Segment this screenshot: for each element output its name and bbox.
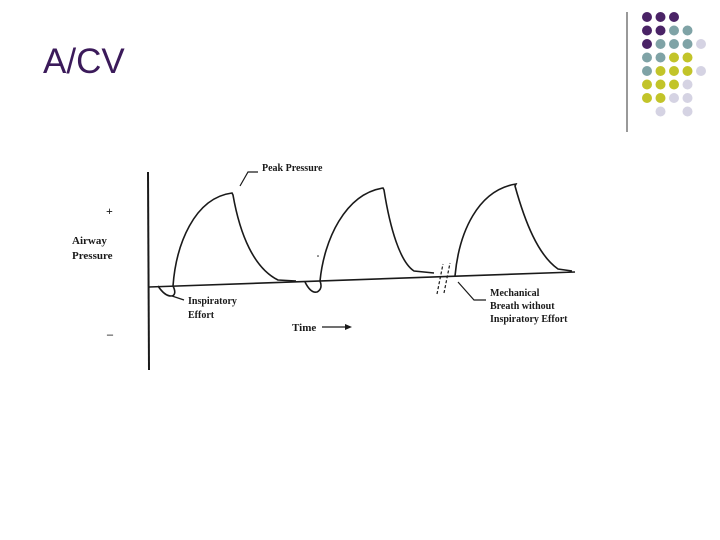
inspiratory-effort-label-line2: Effort [188,310,215,321]
break-mark-2 [443,262,451,294]
decorative-dot-olive [642,79,652,90]
decorative-dot-teal [669,25,679,36]
breath-waveform-2 [304,187,435,293]
decorative-dot-lavender [682,79,693,90]
peak-pressure-leader [239,171,258,187]
decorative-dots [642,12,706,117]
time-axis-label: Time [292,322,316,334]
decorative-dot-teal [682,25,693,36]
decorative-dot-teal [655,39,666,49]
mechanical-breath-label-line3: Inspiratory Effort [490,314,568,325]
decorative-dot-purple [642,39,652,49]
decorative-dot-lavender [669,93,679,103]
inspiratory-effort-label-line1: Inspiratory [188,296,237,307]
y-axis-label-line1: Airway [72,235,107,247]
mechanical-breath-leader [457,281,486,301]
peak-pressure-label: Peak Pressure [262,163,323,174]
decorative-dot-lavender [696,66,706,76]
mechanical-breath-label-line2: Breath without [490,301,555,312]
decorative-dot-purple [669,12,679,22]
decorative-dot-purple [642,12,652,22]
decorative-dot-olive [669,79,679,90]
decorative-dot-lavender [682,93,693,103]
decorative-dot-teal [642,66,652,76]
mechanical-breath-label-line1: Mechanical [490,288,540,299]
breath-waveform-1 [157,192,297,297]
decorative-dot-olive [642,93,652,103]
diagram-baseline [148,271,576,288]
diagram-speck [317,255,319,257]
decorative-dot-lavender [696,39,706,49]
y-axis-plus-label: + [106,204,113,218]
y-axis-minus-label: – [106,327,114,341]
decorative-dot-olive [669,66,679,76]
decorative-dot-teal [669,39,679,49]
decorative-dot-teal [642,52,652,63]
decorative-dot-olive [669,52,679,63]
decorative-dot-olive [655,93,666,103]
break-mark-1 [436,263,444,295]
decorative-dot-teal [682,39,693,49]
inspiratory-effort-leader [171,295,185,301]
decorative-dot-grid [626,12,706,132]
breath-waveform-3 [454,182,573,277]
decorative-dot-lavender [682,106,693,117]
decorative-dot-olive [682,52,693,63]
decorative-dot-lavender [655,106,666,117]
decorative-dot-olive [655,79,666,90]
time-arrow-head [345,324,352,330]
diagram-y-axis [147,171,150,371]
y-axis-label-line2: Pressure [72,250,113,262]
decorative-dot-olive [682,66,693,76]
slide-title: A/CV [43,42,125,81]
decorative-dot-teal [655,52,666,63]
decorative-dot-purple [655,25,666,36]
decorative-dot-olive [655,66,666,76]
decorative-dot-purple [655,12,666,22]
decorative-dot-purple [642,25,652,36]
